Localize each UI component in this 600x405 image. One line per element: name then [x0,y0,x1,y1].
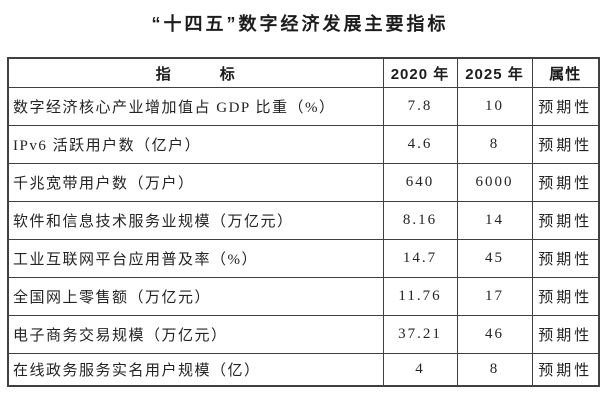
value-2020-cell: 37.21 [382,315,458,354]
table-row: 在线政务服务实名用户规模（亿） 4 8 预期性 [7,353,600,387]
indicator-cell: 工业互联网平台应用普及率（%） [7,239,384,278]
table-row: 数字经济核心产业增加值占 GDP 比重（%） 7.8 10 预期性 [7,87,600,126]
table-row: 千兆宽带用户数（万户） 640 6000 预期性 [7,163,600,202]
value-2020-cell: 640 [382,163,458,202]
figure-title: “十四五”数字经济发展主要指标 [151,14,449,34]
table-body: 数字经济核心产业增加值占 GDP 比重（%） 7.8 10 预期性 IPv6 活跃用户数… [7,87,600,387]
indicator-cell: 数字经济核心产业增加值占 GDP 比重（%） [7,87,384,126]
attribute-cell: 预期性 [531,277,600,316]
col-header-2025: 2025 年 [456,57,533,88]
value-2025-cell: 45 [456,239,533,278]
table-row: 全国网上零售额（万亿元） 11.76 17 预期性 [7,277,600,316]
table-row: 工业互联网平台应用普及率（%） 14.7 45 预期性 [7,239,600,278]
indicator-cell: 电子商务交易规模（万亿元） [7,315,384,354]
value-2020-cell: 11.76 [382,277,458,316]
header-row: 指 标 2020 年 2025 年 属性 [7,57,600,88]
indicator-cell: 全国网上零售额（万亿元） [7,277,384,316]
value-2020-cell: 8.16 [382,201,458,240]
value-2020-cell: 4.6 [382,125,458,164]
value-2025-cell: 46 [456,315,533,354]
table-row: 软件和信息技术服务业规模（万亿元） 8.16 14 预期性 [7,201,600,240]
indicator-cell: 软件和信息技术服务业规模（万亿元） [7,201,384,240]
col-header-attribute: 属性 [531,57,600,88]
attribute-cell: 预期性 [531,315,600,354]
value-2020-cell: 14.7 [382,239,458,278]
attribute-cell: 预期性 [531,353,600,387]
table-row: IPv6 活跃用户数（亿户） 4.6 8 预期性 [7,125,600,164]
value-2025-cell: 14 [456,201,533,240]
table-row: 电子商务交易规模（万亿元） 37.21 46 预期性 [7,315,600,354]
value-2020-cell: 4 [382,353,458,387]
value-2025-cell: 10 [456,87,533,126]
attribute-cell: 预期性 [531,239,600,278]
attribute-cell: 预期性 [531,87,600,126]
value-2025-cell: 8 [456,125,533,164]
value-2025-cell: 6000 [456,163,533,202]
indicator-cell: IPv6 活跃用户数（亿户） [7,125,384,164]
indicator-cell: 在线政务服务实名用户规模（亿） [7,353,384,387]
attribute-cell: 预期性 [531,163,600,202]
indicators-table: 指 标 2020 年 2025 年 属性 数字经济核心产业增加值占 GDP 比重… [7,57,600,387]
attribute-cell: 预期性 [531,201,600,240]
value-2025-cell: 17 [456,277,533,316]
col-header-2020: 2020 年 [382,57,458,88]
value-2025-cell: 8 [456,353,533,387]
indicator-cell: 千兆宽带用户数（万户） [7,163,384,202]
col-header-indicator: 指 标 [7,57,384,88]
attribute-cell: 预期性 [531,125,600,164]
value-2020-cell: 7.8 [382,87,458,126]
